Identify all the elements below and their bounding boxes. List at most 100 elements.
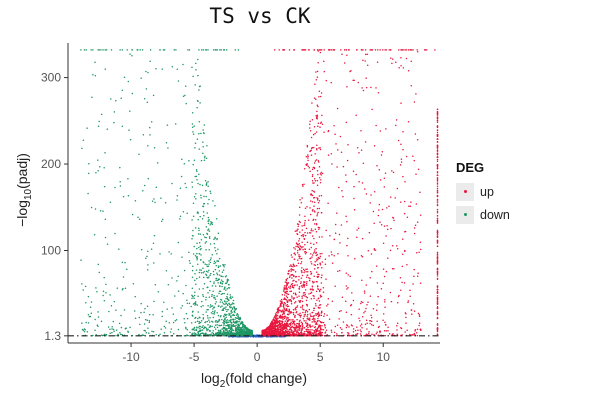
point-up bbox=[360, 49, 363, 51]
point-up bbox=[411, 313, 413, 315]
point-up bbox=[317, 326, 320, 328]
point-down bbox=[147, 264, 149, 266]
point-up bbox=[336, 324, 339, 327]
panel-background bbox=[68, 43, 440, 343]
point-up bbox=[385, 330, 388, 332]
point-down bbox=[184, 85, 187, 87]
point-down bbox=[140, 248, 143, 251]
point-down bbox=[243, 324, 245, 326]
point-up bbox=[399, 164, 402, 166]
point-down bbox=[237, 326, 240, 329]
point-down bbox=[175, 319, 178, 321]
point-down bbox=[193, 302, 196, 304]
point-down bbox=[224, 317, 226, 320]
point-down bbox=[221, 285, 223, 288]
point-down bbox=[238, 317, 240, 320]
point-up bbox=[412, 155, 414, 157]
point-down bbox=[205, 241, 208, 243]
point-up bbox=[295, 326, 297, 328]
point-up bbox=[389, 196, 392, 198]
point-up bbox=[301, 225, 303, 227]
point-down bbox=[234, 325, 236, 327]
point-down bbox=[247, 332, 249, 334]
point-up bbox=[387, 329, 389, 332]
point-up bbox=[308, 49, 310, 51]
point-up bbox=[370, 194, 372, 196]
point-up bbox=[316, 319, 319, 322]
point-up bbox=[304, 251, 307, 253]
point-up bbox=[308, 276, 310, 279]
point-up bbox=[318, 195, 321, 197]
point-down bbox=[241, 323, 244, 326]
point-up bbox=[310, 193, 312, 195]
point-down bbox=[214, 262, 217, 264]
point-up bbox=[342, 165, 345, 168]
point-down bbox=[208, 269, 210, 272]
point-down bbox=[97, 169, 99, 172]
point-up bbox=[302, 185, 304, 187]
point-down bbox=[179, 215, 182, 217]
point-up bbox=[264, 329, 267, 332]
point-up bbox=[304, 234, 307, 237]
point-up bbox=[325, 79, 328, 82]
point-down bbox=[220, 279, 223, 281]
point-down bbox=[105, 292, 107, 294]
point-down bbox=[201, 49, 203, 51]
point-up bbox=[303, 326, 305, 329]
point-down bbox=[84, 328, 86, 331]
point-down bbox=[138, 333, 140, 336]
point-down bbox=[143, 311, 145, 313]
point-up bbox=[357, 227, 360, 229]
point-down bbox=[198, 288, 201, 290]
point-down bbox=[209, 306, 211, 308]
point-down bbox=[152, 330, 155, 333]
point-up bbox=[390, 57, 392, 59]
point-down bbox=[239, 329, 242, 332]
point-down bbox=[146, 255, 148, 258]
point-up bbox=[299, 319, 301, 322]
point-down bbox=[186, 317, 189, 320]
point-up bbox=[305, 328, 307, 331]
point-up bbox=[283, 49, 286, 51]
point-down bbox=[242, 334, 244, 337]
point-down bbox=[195, 192, 197, 195]
point-up bbox=[345, 311, 348, 313]
point-up bbox=[380, 224, 383, 226]
point-up bbox=[279, 314, 282, 317]
point-down bbox=[199, 85, 201, 87]
point-up bbox=[316, 104, 319, 106]
point-up bbox=[363, 334, 366, 337]
point-up bbox=[316, 263, 319, 266]
point-down bbox=[94, 208, 97, 210]
point-down bbox=[199, 183, 201, 186]
point-down bbox=[108, 310, 110, 313]
point-up bbox=[301, 271, 303, 274]
point-down bbox=[202, 327, 205, 330]
point-up bbox=[300, 202, 303, 204]
point-up bbox=[382, 282, 384, 284]
point-down bbox=[169, 331, 172, 333]
point-down bbox=[217, 265, 220, 267]
point-up bbox=[279, 329, 282, 331]
point-down bbox=[171, 277, 173, 279]
point-up bbox=[417, 312, 420, 315]
point-up bbox=[304, 295, 306, 297]
point-down bbox=[210, 272, 212, 275]
point-down bbox=[195, 175, 198, 178]
point-down bbox=[210, 305, 213, 308]
point-up bbox=[413, 268, 415, 271]
point-up bbox=[304, 293, 306, 296]
point-up bbox=[406, 329, 408, 332]
point-down bbox=[200, 332, 203, 335]
point-up bbox=[405, 49, 408, 51]
point-up bbox=[298, 220, 301, 223]
point-up bbox=[387, 326, 389, 328]
point-down bbox=[211, 223, 214, 226]
point-up bbox=[416, 275, 419, 277]
point-down bbox=[204, 155, 206, 158]
point-up bbox=[436, 150, 439, 152]
point-up bbox=[312, 146, 315, 149]
point-down bbox=[186, 212, 188, 215]
point-up bbox=[413, 232, 416, 235]
point-up bbox=[396, 248, 399, 250]
